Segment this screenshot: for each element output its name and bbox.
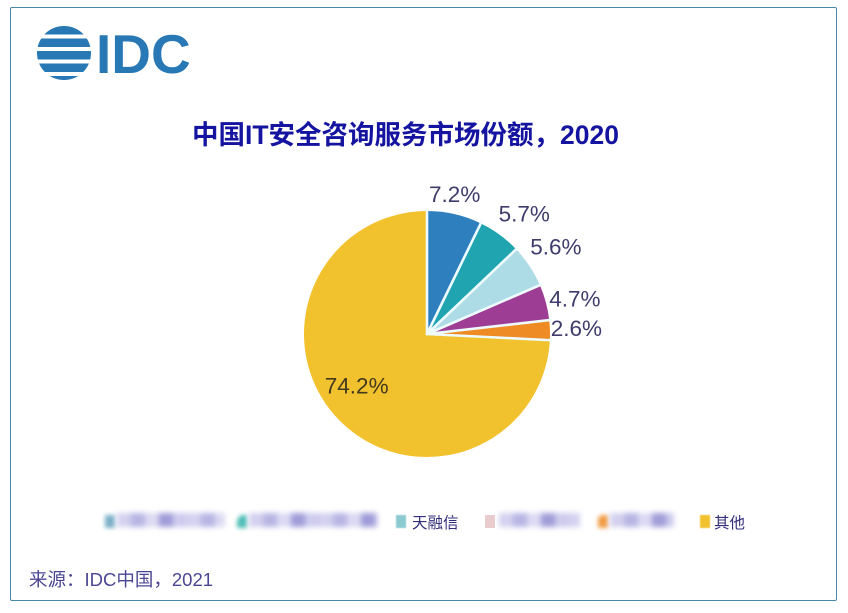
svg-text:4.7%: 4.7% <box>549 287 600 312</box>
svg-text:5.7%: 5.7% <box>499 202 550 227</box>
svg-text:5.6%: 5.6% <box>530 235 581 260</box>
svg-text:74.2%: 74.2% <box>325 374 389 399</box>
svg-text:7.2%: 7.2% <box>429 182 480 207</box>
svg-text:2.6%: 2.6% <box>551 316 602 341</box>
